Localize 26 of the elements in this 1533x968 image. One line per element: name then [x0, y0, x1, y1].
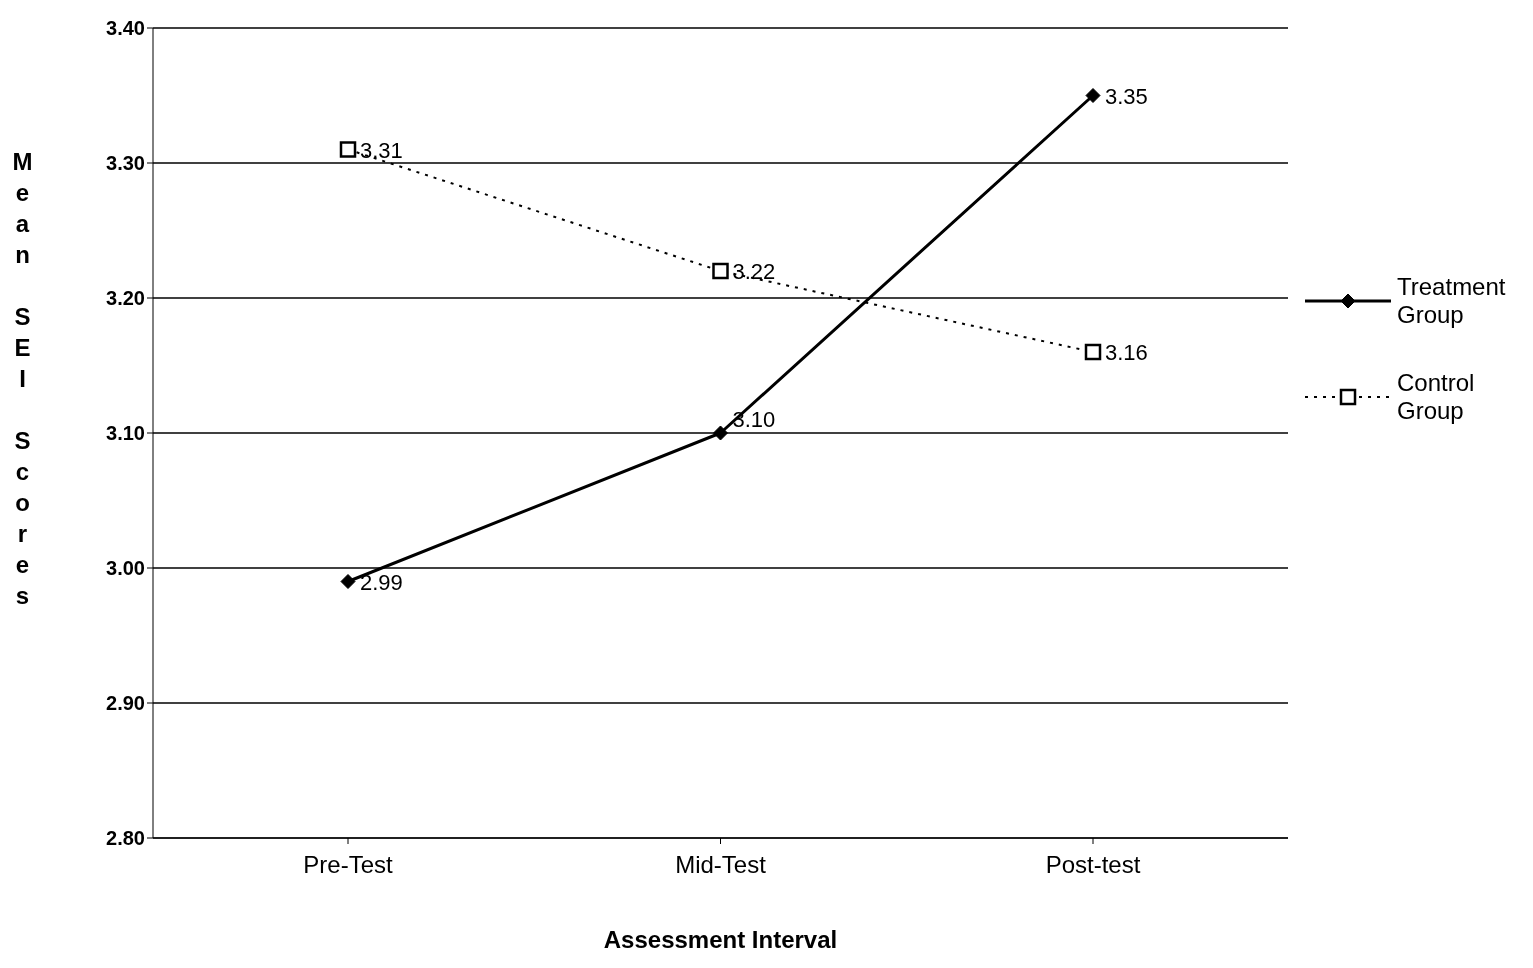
legend-label: Treatment Group	[1397, 273, 1507, 329]
data-label: 3.16	[1105, 340, 1148, 365]
y-tick-label: 3.20	[106, 287, 145, 310]
data-label: 3.22	[732, 259, 776, 284]
x-tick-label: Pre-Test	[303, 851, 394, 879]
point	[1085, 88, 1101, 103]
x-tick-label: Post-test	[1045, 851, 1141, 879]
x-tick-label: Mid-Test	[675, 851, 767, 879]
point	[712, 262, 729, 280]
legend-label: Control Group	[1397, 369, 1476, 425]
y-axis-title: Mean SEI Scores	[8, 148, 37, 613]
y-tick-label: 3.30	[106, 152, 145, 175]
point	[339, 141, 357, 158]
point	[713, 425, 728, 441]
y-tick-label: 3.10	[106, 422, 145, 445]
data-label: 3.35	[1105, 83, 1148, 109]
y-tick-label: 2.90	[106, 692, 145, 715]
y-tick-label: 2.80	[106, 827, 145, 850]
x-axis-title: Assessment Interval	[603, 926, 838, 953]
data-label: 2.99	[360, 569, 403, 595]
y-tick-label: 3.00	[106, 557, 145, 580]
point	[340, 574, 356, 589]
y-tick-label: 3.40	[106, 17, 145, 40]
data-label: 3.10	[732, 407, 776, 432]
point	[1084, 343, 1102, 361]
data-label: 3.31	[360, 137, 403, 163]
